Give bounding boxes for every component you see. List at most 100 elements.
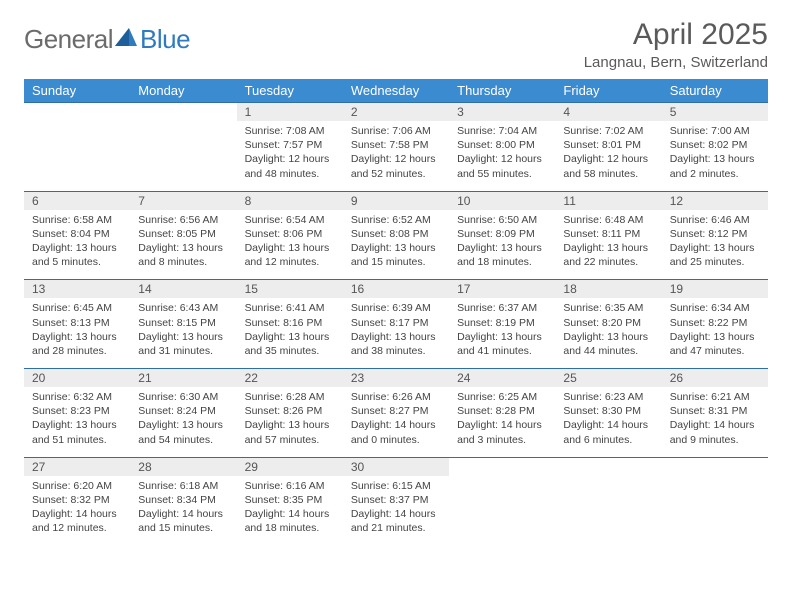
day-detail-cell: Sunrise: 6:21 AMSunset: 8:31 PMDaylight:… [662, 387, 768, 457]
weekday-header: Tuesday [237, 79, 343, 103]
day-detail-cell: Sunrise: 6:34 AMSunset: 8:22 PMDaylight:… [662, 298, 768, 368]
weekday-header: Monday [130, 79, 236, 103]
day-number: 9 [343, 191, 449, 210]
sunrise-line: Sunrise: 6:15 AM [351, 479, 441, 493]
sunset-line: Sunset: 8:15 PM [138, 316, 228, 330]
day-detail-cell: Sunrise: 7:04 AMSunset: 8:00 PMDaylight:… [449, 121, 555, 191]
sunset-line: Sunset: 8:19 PM [457, 316, 547, 330]
day-detail-cell: Sunrise: 6:41 AMSunset: 8:16 PMDaylight:… [237, 298, 343, 368]
day-number: 13 [24, 280, 130, 299]
day-number: 28 [130, 457, 236, 476]
sunset-line: Sunset: 8:26 PM [245, 404, 335, 418]
day-number: 26 [662, 369, 768, 388]
daylight-line: Daylight: 13 hours and 28 minutes. [32, 330, 122, 358]
day-number: 1 [237, 103, 343, 122]
sunrise-line: Sunrise: 6:25 AM [457, 390, 547, 404]
empty-cell [130, 121, 236, 191]
sunrise-line: Sunrise: 6:50 AM [457, 213, 547, 227]
empty-cell [24, 121, 130, 191]
sunrise-line: Sunrise: 6:30 AM [138, 390, 228, 404]
sunset-line: Sunset: 8:20 PM [563, 316, 653, 330]
day-detail-cell: Sunrise: 6:45 AMSunset: 8:13 PMDaylight:… [24, 298, 130, 368]
day-detail-cell: Sunrise: 6:23 AMSunset: 8:30 PMDaylight:… [555, 387, 661, 457]
day-number-row: 20212223242526 [24, 369, 768, 388]
day-detail-cell: Sunrise: 6:30 AMSunset: 8:24 PMDaylight:… [130, 387, 236, 457]
daylight-line: Daylight: 14 hours and 12 minutes. [32, 507, 122, 535]
daylight-line: Daylight: 14 hours and 18 minutes. [245, 507, 335, 535]
daylight-line: Daylight: 14 hours and 15 minutes. [138, 507, 228, 535]
sunrise-line: Sunrise: 6:43 AM [138, 301, 228, 315]
sunset-line: Sunset: 8:31 PM [670, 404, 760, 418]
sunrise-line: Sunrise: 7:02 AM [563, 124, 653, 138]
daylight-line: Daylight: 13 hours and 35 minutes. [245, 330, 335, 358]
weekday-header: Wednesday [343, 79, 449, 103]
sunset-line: Sunset: 8:01 PM [563, 138, 653, 152]
weekday-header: Friday [555, 79, 661, 103]
daylight-line: Daylight: 12 hours and 52 minutes. [351, 152, 441, 180]
sunrise-line: Sunrise: 6:18 AM [138, 479, 228, 493]
sunrise-line: Sunrise: 6:54 AM [245, 213, 335, 227]
sunset-line: Sunset: 8:16 PM [245, 316, 335, 330]
day-detail-cell: Sunrise: 6:54 AMSunset: 8:06 PMDaylight:… [237, 210, 343, 280]
empty-cell [662, 476, 768, 546]
title-block: April 2025 Langnau, Bern, Switzerland [584, 18, 768, 71]
day-number: 18 [555, 280, 661, 299]
sunset-line: Sunset: 8:24 PM [138, 404, 228, 418]
daylight-line: Daylight: 13 hours and 41 minutes. [457, 330, 547, 358]
sunset-line: Sunset: 8:30 PM [563, 404, 653, 418]
day-detail-cell: Sunrise: 6:46 AMSunset: 8:12 PMDaylight:… [662, 210, 768, 280]
sunset-line: Sunset: 8:23 PM [32, 404, 122, 418]
day-content-row: Sunrise: 6:45 AMSunset: 8:13 PMDaylight:… [24, 298, 768, 368]
daylight-line: Daylight: 13 hours and 25 minutes. [670, 241, 760, 269]
sunrise-line: Sunrise: 6:32 AM [32, 390, 122, 404]
sunset-line: Sunset: 7:57 PM [245, 138, 335, 152]
sunset-line: Sunset: 8:08 PM [351, 227, 441, 241]
day-detail-cell: Sunrise: 7:08 AMSunset: 7:57 PMDaylight:… [237, 121, 343, 191]
brand-logo: General Blue [24, 18, 190, 55]
day-number-row: 27282930 [24, 457, 768, 476]
sunset-line: Sunset: 8:00 PM [457, 138, 547, 152]
day-number: 6 [24, 191, 130, 210]
sunrise-line: Sunrise: 7:04 AM [457, 124, 547, 138]
sunset-line: Sunset: 8:13 PM [32, 316, 122, 330]
day-detail-cell: Sunrise: 6:48 AMSunset: 8:11 PMDaylight:… [555, 210, 661, 280]
daylight-line: Daylight: 13 hours and 8 minutes. [138, 241, 228, 269]
sunset-line: Sunset: 8:06 PM [245, 227, 335, 241]
empty-cell [662, 457, 768, 476]
day-content-row: Sunrise: 6:58 AMSunset: 8:04 PMDaylight:… [24, 210, 768, 280]
daylight-line: Daylight: 13 hours and 31 minutes. [138, 330, 228, 358]
daylight-line: Daylight: 13 hours and 47 minutes. [670, 330, 760, 358]
empty-cell [449, 476, 555, 546]
day-detail-cell: Sunrise: 6:43 AMSunset: 8:15 PMDaylight:… [130, 298, 236, 368]
sunset-line: Sunset: 8:05 PM [138, 227, 228, 241]
sunrise-line: Sunrise: 6:56 AM [138, 213, 228, 227]
daylight-line: Daylight: 13 hours and 57 minutes. [245, 418, 335, 446]
daylight-line: Daylight: 13 hours and 22 minutes. [563, 241, 653, 269]
daylight-line: Daylight: 14 hours and 6 minutes. [563, 418, 653, 446]
day-number-row: 12345 [24, 103, 768, 122]
daylight-line: Daylight: 12 hours and 48 minutes. [245, 152, 335, 180]
day-detail-cell: Sunrise: 7:06 AMSunset: 7:58 PMDaylight:… [343, 121, 449, 191]
empty-cell [130, 103, 236, 122]
sunrise-line: Sunrise: 6:52 AM [351, 213, 441, 227]
empty-cell [555, 457, 661, 476]
day-detail-cell: Sunrise: 6:16 AMSunset: 8:35 PMDaylight:… [237, 476, 343, 546]
sunset-line: Sunset: 8:27 PM [351, 404, 441, 418]
sunrise-line: Sunrise: 6:21 AM [670, 390, 760, 404]
day-detail-cell: Sunrise: 6:35 AMSunset: 8:20 PMDaylight:… [555, 298, 661, 368]
daylight-line: Daylight: 13 hours and 2 minutes. [670, 152, 760, 180]
sunset-line: Sunset: 8:35 PM [245, 493, 335, 507]
day-number: 2 [343, 103, 449, 122]
weekday-header: Thursday [449, 79, 555, 103]
sunset-line: Sunset: 7:58 PM [351, 138, 441, 152]
sunrise-line: Sunrise: 6:45 AM [32, 301, 122, 315]
daylight-line: Daylight: 13 hours and 5 minutes. [32, 241, 122, 269]
daylight-line: Daylight: 13 hours and 12 minutes. [245, 241, 335, 269]
day-number: 21 [130, 369, 236, 388]
day-number: 16 [343, 280, 449, 299]
day-number: 20 [24, 369, 130, 388]
sunrise-line: Sunrise: 6:20 AM [32, 479, 122, 493]
page-header: General Blue April 2025 Langnau, Bern, S… [24, 18, 768, 71]
day-detail-cell: Sunrise: 6:20 AMSunset: 8:32 PMDaylight:… [24, 476, 130, 546]
day-number: 17 [449, 280, 555, 299]
